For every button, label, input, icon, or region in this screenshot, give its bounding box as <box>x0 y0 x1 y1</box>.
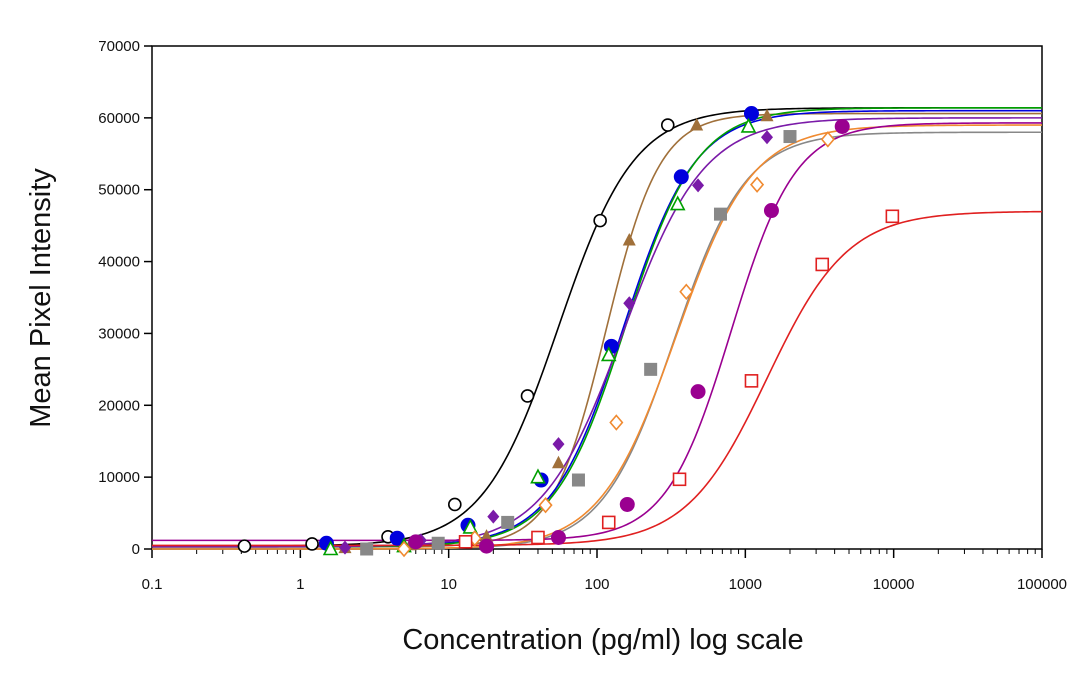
data-point-series-2 <box>760 108 774 122</box>
data-point-series-8 <box>619 496 635 512</box>
x-axis: 0.1 1 10 100 1000 10000 100000 <box>142 549 1067 593</box>
data-point-series-6 <box>431 536 445 550</box>
data-point-series-7 <box>750 176 765 193</box>
data-point-series-8 <box>690 384 706 400</box>
y-tick-label: 30000 <box>98 325 140 342</box>
fit-curve-series-2 <box>152 112 1042 548</box>
data-point-series-5 <box>692 178 705 193</box>
y-tick-label: 0 <box>132 541 140 558</box>
data-point-series-5 <box>761 130 774 145</box>
data-point-series-9 <box>672 472 687 487</box>
x-tick-label: 10 <box>440 576 457 593</box>
data-point-series-1 <box>448 497 462 512</box>
data-point-series-2 <box>480 529 494 542</box>
data-point-series-8 <box>479 538 495 554</box>
fit-curves <box>152 107 1043 550</box>
x-tick-label: 100 <box>584 576 609 593</box>
data-point-series-5 <box>487 509 500 524</box>
fit-curve-series-4 <box>152 107 1042 548</box>
y-tick-label: 10000 <box>98 469 140 486</box>
data-point-series-2 <box>690 118 704 131</box>
data-point-series-1 <box>660 118 675 132</box>
data-point-series-4 <box>530 468 546 484</box>
data-point-series-4 <box>740 117 757 133</box>
x-tick-label: 1 <box>296 576 304 593</box>
data-point-series-7 <box>538 496 553 514</box>
fit-curve-series-9 <box>152 210 1043 547</box>
data-point-series-1 <box>593 213 607 228</box>
y-tick-label: 20000 <box>98 397 140 414</box>
data-point-series-9 <box>885 209 900 224</box>
data-point-series-9 <box>815 257 830 272</box>
x-tick-label: 0.1 <box>142 576 163 593</box>
data-point-series-6 <box>501 515 515 529</box>
data-point-series-6 <box>360 542 374 556</box>
data-point-series-4 <box>462 518 479 534</box>
data-point-series-2 <box>551 455 565 469</box>
data-point-series-4 <box>600 346 617 362</box>
data-point-series-1 <box>305 537 319 551</box>
data-point-series-6 <box>571 473 585 487</box>
x-axis-title: Concentration (pg/ml) log scale <box>402 624 803 656</box>
data-point-series-6 <box>644 362 658 376</box>
fit-curve-series-6 <box>152 131 1042 550</box>
data-point-series-9 <box>601 515 616 530</box>
fit-curve-series-3 <box>152 109 1042 547</box>
data-point-series-5 <box>338 540 351 555</box>
data-point-series-9 <box>458 535 473 549</box>
x-tick-label: 10000 <box>873 576 915 593</box>
data-point-series-4 <box>322 540 339 556</box>
fit-curve-series-5 <box>152 117 1042 548</box>
data-point-series-8 <box>763 203 779 219</box>
data-point-series-4 <box>669 195 686 211</box>
y-tick-label: 60000 <box>98 110 140 127</box>
data-point-series-8 <box>834 118 850 134</box>
y-axis: 0 10000 20000 30000 40000 50000 60000 70000 <box>98 38 152 558</box>
data-point-series-7 <box>609 414 624 431</box>
y-tick-label: 70000 <box>98 38 140 55</box>
plot-frame <box>151 45 1043 550</box>
y-tick-label: 40000 <box>98 254 140 271</box>
y-tick-label: 50000 <box>98 182 140 199</box>
data-point-series-9 <box>744 374 759 388</box>
data-point-series-7 <box>396 540 412 558</box>
data-point-series-2 <box>622 233 636 246</box>
data-point-series-9 <box>531 530 545 545</box>
data-point-series-1 <box>237 539 252 553</box>
x-tick-label: 100000 <box>1017 576 1067 593</box>
x-tick-label: 1000 <box>729 576 762 593</box>
data-point-series-3 <box>743 106 759 122</box>
data-point-series-6 <box>713 207 727 221</box>
data-point-series-3 <box>673 169 689 185</box>
data-point-series-6 <box>783 130 797 144</box>
data-point-series-8 <box>408 534 424 550</box>
data-point-series-5 <box>552 437 565 452</box>
y-axis-title: Mean Pixel Intensity <box>25 168 57 428</box>
data-point-series-5 <box>623 296 636 311</box>
fit-curve-series-8 <box>152 122 1043 542</box>
data-points <box>237 106 900 558</box>
fit-curve-series-1 <box>152 107 1042 547</box>
fit-curve-series-7 <box>152 124 1042 550</box>
data-point-series-7 <box>820 131 835 148</box>
data-point-series-1 <box>520 389 535 403</box>
data-point-series-8 <box>550 530 566 546</box>
data-point-series-7 <box>679 283 694 300</box>
